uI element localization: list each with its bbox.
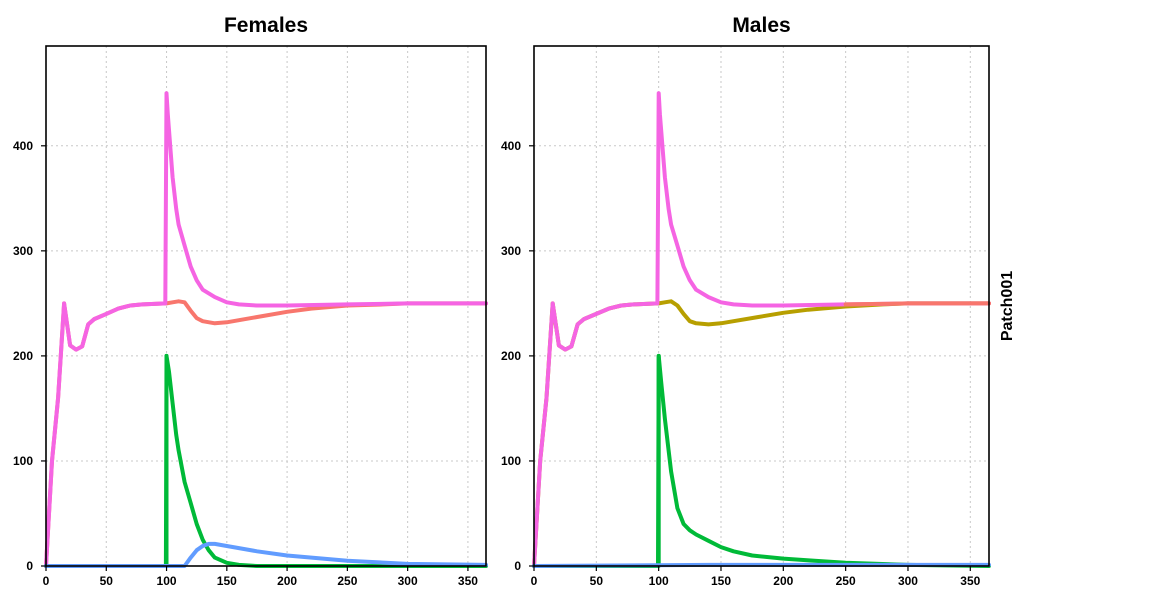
strip-label: Patch001 xyxy=(999,271,1016,341)
x-tick-label: 350 xyxy=(960,574,980,588)
y-tick-label: 0 xyxy=(26,559,33,573)
plot-frame xyxy=(533,45,990,567)
x-tick-label: 300 xyxy=(898,574,918,588)
series-line-0 xyxy=(532,299,991,568)
x-tick-label: 0 xyxy=(43,574,50,588)
x-tick-label: 200 xyxy=(277,574,297,588)
x-tick-label: 0 xyxy=(531,574,538,588)
panel-females: 0 50 100 150 200 250 300 350 0 100 200 300 400 Female… xyxy=(13,14,488,588)
x-tick-label: 100 xyxy=(157,574,177,588)
series-line-1 xyxy=(532,91,991,568)
y-tick-label: 300 xyxy=(13,244,33,258)
x-tick-label: 50 xyxy=(100,574,114,588)
y-tick-label: 200 xyxy=(501,349,521,363)
panel-title: Males xyxy=(732,14,790,37)
panel-males: 0 50 100 150 200 250 300 350 0 100 200 300 400 Males xyxy=(501,14,991,588)
y-tick-label: 0 xyxy=(514,559,521,573)
x-tick-label: 250 xyxy=(337,574,357,588)
series-line-1 xyxy=(44,91,488,568)
x-tick-label: 300 xyxy=(398,574,418,588)
y-tick-label: 400 xyxy=(13,139,33,153)
panel-title: Females xyxy=(224,14,308,37)
x-tick-label: 150 xyxy=(711,574,731,588)
series-line-0 xyxy=(44,299,488,568)
series-line-2 xyxy=(843,301,991,307)
series-line-3 xyxy=(44,541,488,568)
plot-frame xyxy=(45,45,487,567)
y-tick-label: 200 xyxy=(13,349,33,363)
x-tick-label: 150 xyxy=(217,574,237,588)
x-tick-label: 250 xyxy=(836,574,856,588)
x-tick-label: 100 xyxy=(649,574,669,588)
y-tick-label: 400 xyxy=(501,139,521,153)
y-tick-label: 100 xyxy=(501,454,521,468)
x-tick-label: 350 xyxy=(458,574,478,588)
x-tick-label: 50 xyxy=(590,574,604,588)
x-tick-label: 200 xyxy=(773,574,793,588)
series-line-4 xyxy=(532,562,991,568)
y-tick-label: 300 xyxy=(501,244,521,258)
y-tick-label: 100 xyxy=(13,454,33,468)
